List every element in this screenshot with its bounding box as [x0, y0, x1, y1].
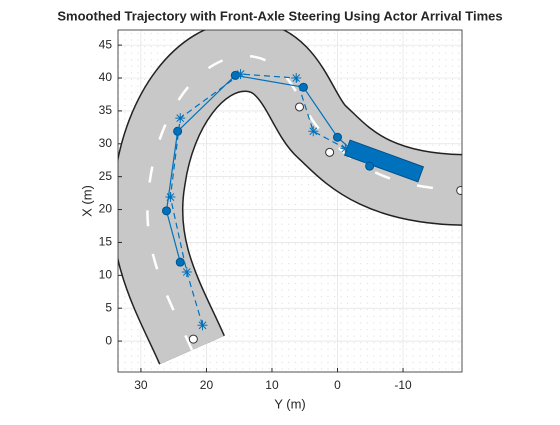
x-tick-label: -10 — [394, 378, 412, 392]
vehicle — [343, 139, 425, 183]
x-axis-label: Y (m) — [274, 396, 306, 411]
waypoint-marker — [365, 161, 375, 171]
y-tick-label: 30 — [99, 136, 113, 150]
star-marker — [197, 320, 208, 331]
star-marker — [235, 69, 246, 80]
data-layer — [161, 69, 462, 344]
open-marker — [325, 147, 335, 157]
road — [118, 30, 462, 365]
y-axis-label: X (m) — [79, 185, 94, 217]
y-tick-label: 15 — [99, 235, 113, 249]
star-marker — [340, 143, 351, 154]
waypoint-marker — [333, 132, 343, 142]
star-marker — [291, 73, 302, 84]
y-tick-label: 0 — [105, 333, 112, 347]
x-tick-label: 30 — [134, 378, 148, 392]
y-tick-label: 25 — [99, 169, 113, 183]
y-tick-label: 10 — [99, 267, 113, 281]
star-marker — [181, 267, 192, 278]
star-marker — [308, 126, 319, 137]
waypoint-marker — [161, 206, 171, 216]
y-tick-label: 5 — [105, 300, 112, 314]
x-tick-label: 10 — [265, 378, 279, 392]
star-marker — [175, 113, 186, 124]
open-marker — [456, 185, 462, 195]
chart-title: Smoothed Trajectory with Front-Axle Stee… — [57, 8, 502, 23]
waypoint-marker — [173, 126, 183, 136]
x-tick-label: 20 — [200, 378, 214, 392]
x-tick-label: 0 — [334, 378, 341, 392]
y-tick-label: 20 — [99, 202, 113, 216]
y-tick-label: 35 — [99, 103, 113, 117]
waypoint-marker — [175, 257, 185, 267]
y-tick-label: 40 — [99, 70, 113, 84]
axes-box — [117, 29, 463, 373]
star-marker — [165, 192, 176, 203]
y-tick-label: 45 — [99, 37, 113, 51]
open-marker — [188, 334, 198, 344]
open-marker — [295, 102, 305, 112]
